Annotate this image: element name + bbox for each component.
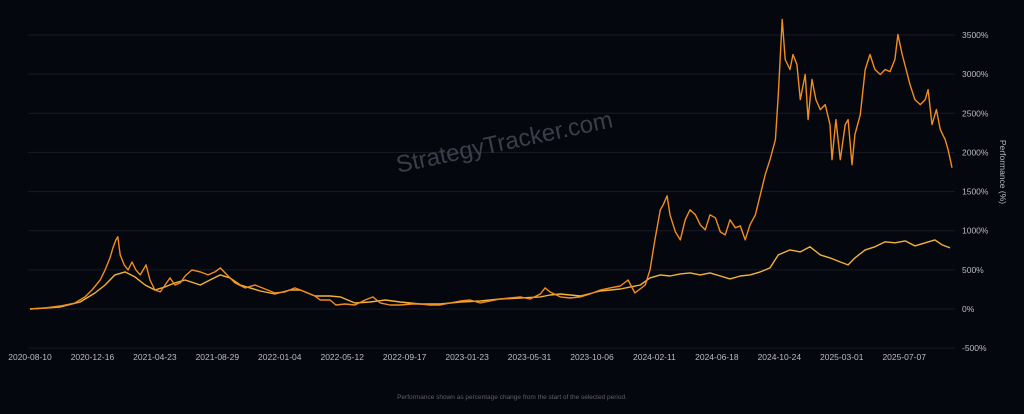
y-tick-label: 2500% bbox=[962, 108, 989, 118]
y-tick-label: 3000% bbox=[962, 69, 989, 79]
x-tick-label: 2023-10-06 bbox=[570, 352, 614, 362]
x-tick-label: 2020-08-10 bbox=[8, 352, 52, 362]
series-line-series_b bbox=[29, 239, 951, 310]
series-lines bbox=[29, 18, 953, 310]
y-tick-label: 0% bbox=[962, 304, 975, 314]
y-tick-label: 1500% bbox=[962, 187, 989, 197]
y-axis-label: Performance (%) bbox=[998, 140, 1008, 204]
x-tick-label: 2024-10-24 bbox=[758, 352, 802, 362]
x-tick-label: 2022-01-04 bbox=[258, 352, 302, 362]
y-tick-label: 3500% bbox=[962, 30, 989, 40]
x-tick-label: 2025-07-07 bbox=[882, 352, 926, 362]
x-tick-label: 2024-06-18 bbox=[695, 352, 739, 362]
x-tick-label: 2022-09-17 bbox=[383, 352, 427, 362]
x-tick-label: 2021-04-23 bbox=[133, 352, 177, 362]
y-tick-label: 2000% bbox=[962, 147, 989, 157]
footnote: Performance shown as percentage change f… bbox=[397, 394, 627, 401]
x-tick-label: 2025-03-01 bbox=[820, 352, 864, 362]
y-tick-label: 500% bbox=[962, 265, 984, 275]
x-tick-label: 2022-05-12 bbox=[320, 352, 364, 362]
x-tick-label: 2023-05-31 bbox=[508, 352, 552, 362]
x-tick-label: 2021-08-29 bbox=[196, 352, 240, 362]
series-line-series_a bbox=[29, 18, 953, 310]
gridlines bbox=[28, 34, 955, 349]
y-axis-ticks: 3500% 3000% 2500% 2000% 1500% 1000% 500% 0% -500… bbox=[962, 30, 989, 353]
x-tick-label: 2023-01-23 bbox=[445, 352, 489, 362]
y-tick-label: 1000% bbox=[962, 226, 989, 236]
watermark: StrategyTracker.com bbox=[394, 106, 615, 178]
y-tick-label: -500% bbox=[962, 343, 987, 353]
x-axis-ticks: 2020-08-10 2020-12-16 2021-04-23 2021-08-29… bbox=[8, 352, 926, 362]
x-tick-label: 2024-02-11 bbox=[633, 352, 676, 362]
x-tick-label: 2020-12-16 bbox=[71, 352, 115, 362]
